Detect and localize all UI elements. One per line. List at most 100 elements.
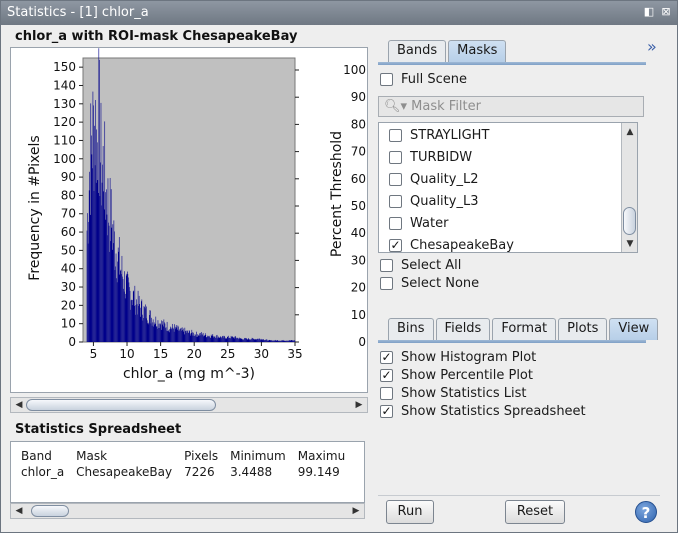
histogram-bar	[213, 337, 214, 342]
close-icon[interactable]: ⊠	[661, 5, 671, 18]
select-none-checkbox[interactable]	[380, 276, 393, 290]
mask-item[interactable]: Quality_L3	[389, 190, 514, 212]
histogram-bar	[117, 261, 118, 342]
histogram-bar	[122, 279, 124, 342]
view-option-checkbox[interactable]: ✓	[380, 403, 393, 418]
full-scene-checkbox[interactable]	[380, 72, 393, 86]
histogram-bar	[252, 338, 254, 342]
histogram-bar	[233, 337, 235, 342]
view-option-checkbox[interactable]: ✓	[380, 367, 393, 382]
y-tick-label: 140	[53, 78, 76, 92]
mask-item[interactable]: Quality_L2	[389, 168, 514, 190]
tab-bins[interactable]: Bins	[388, 318, 434, 340]
mask-checkbox[interactable]	[389, 216, 402, 230]
tab-masks[interactable]: Masks	[448, 40, 507, 62]
x-tick-label: 5	[90, 347, 98, 361]
histogram-bar	[275, 339, 276, 342]
window-titlebar[interactable]: Statistics - [1] chlor_a ◧ ⊠	[1, 1, 677, 25]
histogram-bar	[195, 335, 196, 342]
help-icon[interactable]: ?	[635, 501, 657, 523]
histogram-bar	[93, 105, 94, 342]
histogram-bar	[177, 329, 178, 342]
histogram-bar	[188, 330, 190, 342]
view-option-item[interactable]: Show Statistics List	[380, 384, 586, 402]
plot-horizontal-scrollbar[interactable]: ◀ ▶	[10, 397, 368, 413]
select-all-option[interactable]: Select All	[380, 256, 461, 274]
histogram-bar	[260, 339, 261, 342]
scroll-left-icon[interactable]: ◀	[15, 400, 23, 410]
mask-label: Water	[410, 215, 449, 231]
view-option-item[interactable]: ✓ Show Histogram Plot	[380, 348, 586, 366]
scroll-right-icon[interactable]: ▶	[352, 506, 360, 516]
column-header: Maximu	[297, 449, 346, 463]
tab-fields[interactable]: Fields	[435, 318, 491, 340]
histogram-bar	[118, 251, 120, 342]
select-all-checkbox[interactable]	[380, 258, 393, 272]
scroll-down-icon[interactable]: ▼	[626, 239, 634, 249]
y-tick-label: 100	[53, 152, 76, 166]
histogram-bar	[207, 335, 208, 342]
view-option-checkbox[interactable]	[380, 386, 393, 400]
histogram-bar	[165, 327, 167, 342]
histogram-bar	[276, 340, 278, 342]
full-scene-option[interactable]: Full Scene	[380, 70, 467, 88]
scroll-up-icon[interactable]: ▲	[626, 127, 634, 137]
histogram-bar	[230, 335, 232, 342]
histogram-bar	[127, 271, 128, 342]
tab-plots[interactable]: Plots	[558, 318, 608, 340]
histogram-bar	[142, 320, 144, 342]
mask-checkbox[interactable]	[389, 172, 402, 186]
histogram-bar	[232, 336, 233, 342]
run-button[interactable]: Run	[386, 500, 434, 524]
mask-item[interactable]: Water	[389, 212, 514, 234]
double-chevron-right-icon[interactable]: »	[647, 37, 657, 56]
view-option-checkbox[interactable]: ✓	[380, 349, 393, 364]
scroll-right-icon[interactable]: ▶	[355, 400, 363, 410]
histogram-bar	[229, 337, 231, 342]
histogram-bar	[209, 337, 211, 342]
mask-checkbox[interactable]	[389, 150, 402, 164]
view-option-item[interactable]: ✓ Show Statistics Spreadsheet	[380, 402, 586, 420]
histogram-bar	[250, 339, 252, 342]
histogram-bar	[203, 336, 204, 342]
mask-filter-input[interactable]: 🔍︎▾ Mask Filter	[378, 96, 644, 117]
histogram-bar	[214, 336, 216, 342]
histogram-bar	[282, 340, 283, 342]
histogram-bar	[228, 338, 230, 342]
histogram-bar	[157, 320, 159, 342]
histogram-bar	[100, 102, 102, 342]
histogram-bar	[95, 100, 96, 342]
mask-checkbox[interactable]: ✓	[389, 237, 402, 252]
spreadsheet-horizontal-scrollbar[interactable]: ◀ ▶	[10, 503, 365, 519]
restore-icon[interactable]: ◧	[643, 5, 655, 18]
scroll-thumb[interactable]	[31, 505, 69, 517]
histogram-bar	[230, 338, 231, 342]
mask-item[interactable]: ✓ ChesapeakeBay	[389, 234, 514, 256]
select-none-option[interactable]: Select None	[380, 274, 479, 292]
tab-view[interactable]: View	[609, 318, 659, 340]
reset-button[interactable]: Reset	[505, 500, 565, 524]
histogram-bar	[114, 270, 116, 342]
histogram-bar	[127, 274, 129, 342]
histogram-bar	[263, 340, 265, 342]
mask-checkbox[interactable]	[389, 128, 402, 142]
tab-bands[interactable]: Bands	[388, 40, 447, 62]
histogram-bar	[170, 328, 172, 342]
mask-list-scrollbar[interactable]: ▲ ▼	[621, 123, 637, 252]
view-option-item[interactable]: ✓ Show Percentile Plot	[380, 366, 586, 384]
mask-item[interactable]: STRAYLIGHT	[389, 124, 514, 146]
histogram-bar	[231, 336, 233, 342]
histogram-bar	[268, 339, 270, 342]
scroll-thumb[interactable]	[623, 207, 636, 235]
histogram-bar	[180, 328, 181, 342]
scroll-thumb[interactable]	[26, 399, 216, 411]
histogram-bar	[106, 214, 108, 342]
scroll-left-icon[interactable]: ◀	[15, 506, 23, 516]
mask-checkbox[interactable]	[389, 194, 402, 208]
histogram-bar	[249, 339, 250, 342]
full-scene-label: Full Scene	[401, 71, 467, 87]
mask-item[interactable]: TURBIDW	[389, 146, 514, 168]
histogram-bar	[245, 337, 246, 342]
y2-tick-label: 40	[351, 226, 366, 240]
tab-format[interactable]: Format	[492, 318, 557, 340]
